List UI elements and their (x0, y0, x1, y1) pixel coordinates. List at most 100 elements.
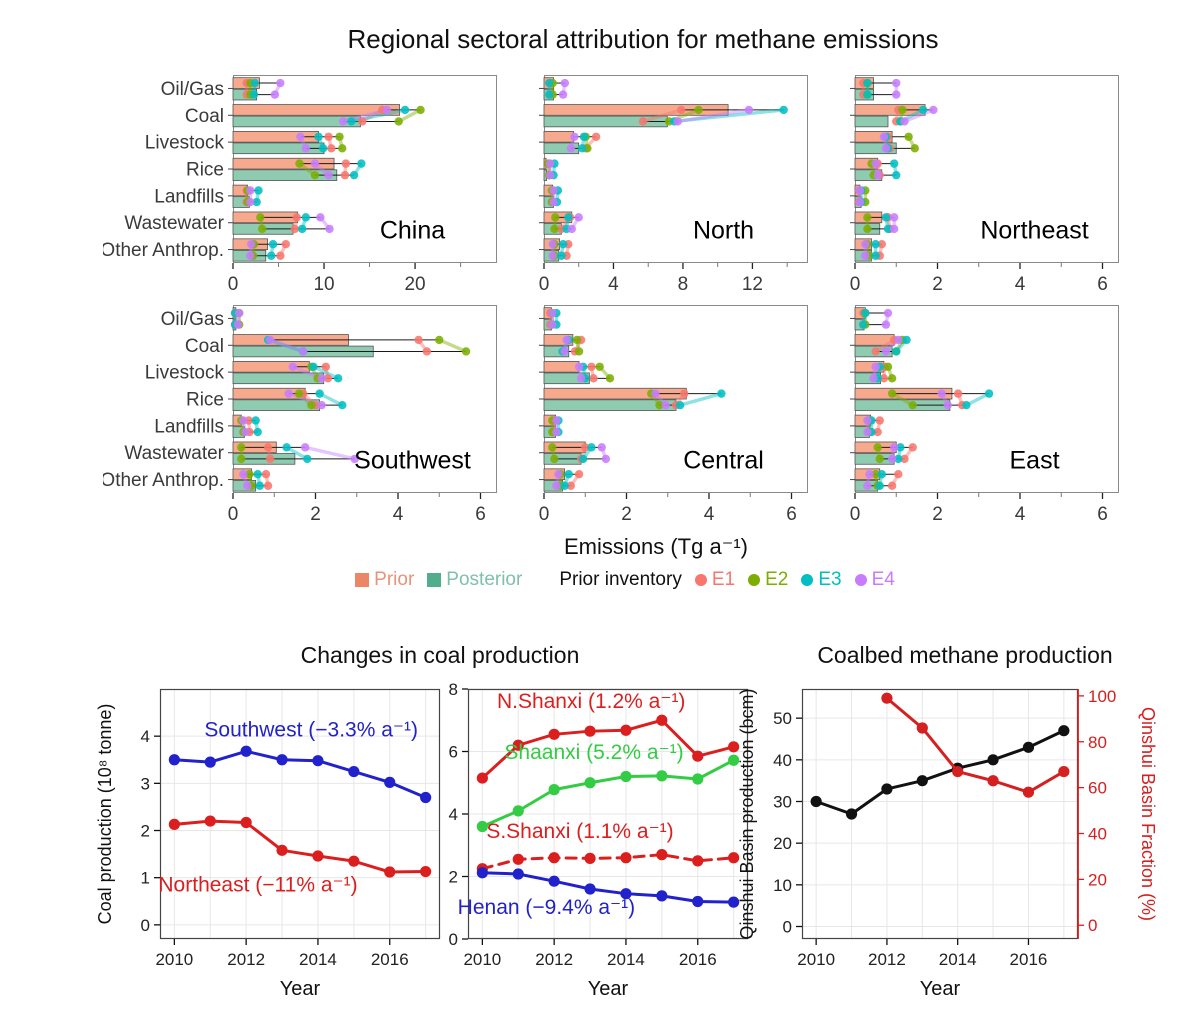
svg-text:China: China (380, 217, 445, 245)
svg-text:Landfills: Landfills (154, 186, 224, 207)
svg-text:2: 2 (449, 868, 458, 887)
svg-text:10: 10 (773, 876, 792, 895)
svg-text:30: 30 (773, 793, 792, 812)
svg-text:2010: 2010 (463, 950, 501, 969)
svg-text:6: 6 (449, 743, 458, 762)
svg-text:40: 40 (1088, 824, 1107, 843)
svg-text:2: 2 (310, 504, 321, 525)
northeast-panel-chart: 0 2 4 6 Northeast (850, 75, 1119, 295)
svg-text:1: 1 (141, 869, 150, 888)
svg-text:0: 0 (141, 916, 150, 935)
svg-text:8: 8 (449, 680, 458, 699)
e1-dot-icon (694, 574, 707, 586)
svg-text:Qinshui Basin production (bcm): Qinshui Basin production (bcm) (737, 688, 757, 939)
svg-text:S.Shanxi (1.1% a⁻¹): S.Shanxi (1.1% a⁻¹) (486, 820, 673, 843)
svg-text:Other Anthrop.: Other Anthrop. (103, 240, 224, 261)
svg-text:Wastewater: Wastewater (124, 443, 224, 464)
svg-text:4: 4 (704, 504, 715, 525)
e3-dot-icon (801, 574, 814, 586)
posterior-label: Posterior (446, 569, 523, 590)
svg-text:4: 4 (449, 805, 458, 824)
svg-text:40: 40 (773, 751, 792, 770)
prior-swatch (355, 573, 370, 587)
svg-text:20: 20 (404, 274, 425, 295)
legend-e4: E4 (854, 569, 895, 591)
legend-prior: Prior (355, 569, 414, 591)
svg-text:0: 0 (783, 918, 792, 937)
svg-text:4: 4 (141, 727, 150, 746)
svg-text:0: 0 (539, 504, 550, 525)
svg-text:Livestock: Livestock (145, 133, 225, 154)
coal-left-chart: 0 1 2 3 4 2010 2012 2014 2016 Southwest (−3.3% a⁻… (95, 688, 441, 1000)
e4-dot-icon (854, 574, 867, 586)
coalbed-methane-chart: 0 10 20 30 40 50 2010 2012 2014 2016 0 20 40 60 80 100 Q… (737, 675, 1158, 1005)
svg-text:2012: 2012 (535, 950, 573, 969)
svg-text:6: 6 (786, 504, 797, 525)
bar-panel-row-1: Oil/Gas Coal Livestock Rice Landfills Wastewa… (100, 75, 1119, 297)
svg-text:Livestock: Livestock (145, 363, 225, 384)
bar-panel-north: 0 4 8 12 North (536, 75, 808, 297)
svg-text:Southwest: Southwest (354, 447, 471, 475)
e1-label: E1 (711, 569, 736, 590)
bar-panel-china: Oil/Gas Coal Livestock Rice Landfills Wastewa… (100, 75, 497, 297)
svg-text:2012: 2012 (227, 950, 265, 969)
svg-text:Qinshui Basin Fraction (%): Qinshui Basin Fraction (%) (1138, 707, 1156, 921)
svg-text:Shaanxi (5.2% a⁻¹): Shaanxi (5.2% a⁻¹) (504, 741, 683, 764)
svg-text:Landfills: Landfills (154, 416, 224, 437)
svg-text:0: 0 (449, 930, 458, 949)
east-panel-chart: 0 2 4 6 East (850, 305, 1119, 525)
svg-text:Rice: Rice (186, 160, 224, 181)
svg-text:0: 0 (1088, 916, 1097, 935)
svg-text:N.Shanxi (1.2% a⁻¹): N.Shanxi (1.2% a⁻¹) (497, 690, 685, 713)
svg-text:6: 6 (475, 504, 486, 525)
svg-text:Southwest (−3.3% a⁻¹): Southwest (−3.3% a⁻¹) (204, 719, 418, 742)
svg-text:East: East (1010, 447, 1060, 475)
svg-text:Oil/Gas: Oil/Gas (161, 309, 224, 330)
svg-text:50: 50 (773, 709, 792, 728)
legend-posterior: Posterior (427, 569, 522, 591)
central-panel-chart: 0 2 4 6 Central (539, 305, 808, 525)
cbm-chart: 0 10 20 30 40 50 2010 2012 2014 2016 0 20 40 60 80 100 Q… (737, 687, 1158, 1000)
bar-panel-east: 0 2 4 6 East (847, 305, 1119, 527)
svg-text:2: 2 (141, 822, 150, 841)
svg-text:Northeast: Northeast (980, 217, 1088, 245)
svg-text:6: 6 (1097, 504, 1108, 525)
svg-text:20: 20 (1088, 870, 1107, 889)
svg-text:Coal: Coal (185, 106, 224, 127)
coal-production-title: Changes in coal production (300, 642, 580, 668)
svg-text:0: 0 (228, 274, 239, 295)
svg-text:Other Anthrop.: Other Anthrop. (103, 470, 224, 491)
e2-dot-icon (748, 574, 761, 586)
svg-text:Wastewater: Wastewater (124, 213, 224, 234)
svg-text:2016: 2016 (371, 950, 409, 969)
emissions-axis-label: Emissions (Tg a⁻¹) (564, 534, 748, 559)
svg-text:Year: Year (920, 978, 961, 1000)
e2-label: E2 (765, 569, 789, 590)
bar-panel-northeast: 0 2 4 6 Northeast (847, 75, 1119, 297)
svg-text:10: 10 (313, 274, 334, 295)
coal-production-chart-left: 0 1 2 3 4 2010 2012 2014 2016 Southwest (−3.3% a⁻… (95, 675, 453, 1005)
svg-text:Rice: Rice (186, 390, 224, 411)
north-panel-chart: 0 4 8 12 North (539, 75, 808, 295)
svg-text:0: 0 (850, 504, 861, 525)
svg-text:2014: 2014 (607, 950, 645, 969)
e4-label: E4 (871, 569, 895, 590)
legend-e1: E1 (694, 569, 736, 591)
svg-text:2: 2 (932, 504, 943, 525)
bar-panel-southwest: Oil/Gas Coal Livestock Rice Landfills Wastewa… (100, 305, 497, 527)
svg-text:8: 8 (678, 274, 689, 295)
svg-text:4: 4 (608, 274, 619, 295)
svg-text:4: 4 (1015, 274, 1026, 295)
svg-text:2014: 2014 (299, 950, 337, 969)
legend-e2: E2 (748, 569, 788, 591)
svg-text:20: 20 (773, 834, 792, 853)
svg-text:Central: Central (683, 447, 764, 475)
svg-text:Henan (−9.4% a⁻¹): Henan (−9.4% a⁻¹) (458, 896, 635, 919)
svg-text:2012: 2012 (868, 950, 906, 969)
prior-label: Prior (374, 569, 415, 590)
e3-label: E3 (818, 569, 842, 590)
svg-text:Coal production (10⁸ tonne): Coal production (10⁸ tonne) (95, 704, 115, 925)
top-figure-title: Regional sectoral attribution for methan… (347, 24, 939, 54)
bottom-figure: Changes in coal production Coalbed metha… (0, 640, 1196, 1026)
bar-panel-central: 0 2 4 6 Central (536, 305, 808, 527)
